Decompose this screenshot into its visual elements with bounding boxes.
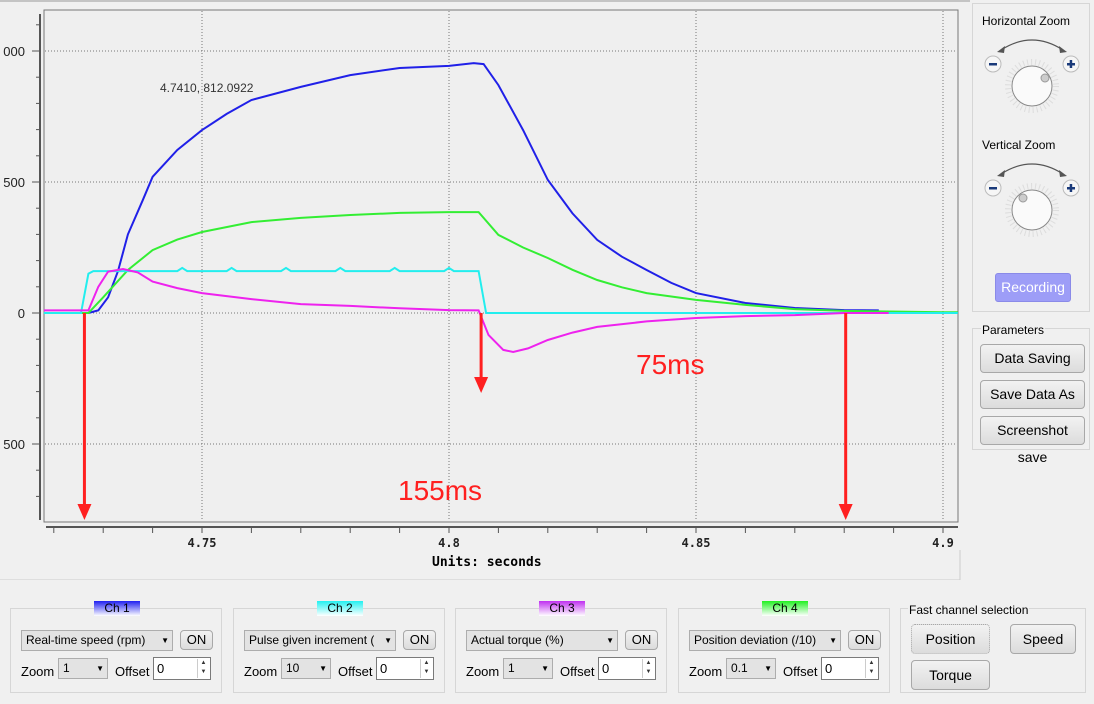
recording-button[interactable]: Recording [995, 273, 1071, 302]
channel-tag: Ch 4 [762, 601, 808, 616]
save-data-as-button[interactable]: Save Data As [980, 380, 1085, 409]
parameters-group: Parameters Data Saving Save Data As Scre… [972, 323, 1090, 465]
fast-channel-title: Fast channel selection [908, 603, 1030, 617]
series-line-ch2 [43, 266, 958, 314]
channel-signal-select[interactable]: Pulse given increment ( ▼ [244, 630, 396, 651]
offset-label: Offset [338, 664, 373, 679]
offset-label: Offset [560, 664, 595, 679]
channel-on-button[interactable]: ON [180, 630, 213, 650]
x-tick-label: 4.75 [188, 536, 217, 550]
marker-arrowhead [77, 504, 92, 520]
position-button[interactable]: Position [911, 624, 990, 654]
channel-on-button[interactable]: ON [403, 630, 436, 650]
oscilloscope-chart[interactable]: 4.75 4.8 4.85 4.9 000 500 0 500 4.7410, 812.092… [0, 0, 970, 580]
y-tick-label: 0 [18, 306, 25, 321]
channel-offset-input[interactable]: 0 ▲ ▼ [376, 657, 434, 680]
offset-value: 0 [380, 661, 388, 676]
channel-group-3: Ch 3 Actual torque (%) ▼ ON Zoom 1 ▼ Offse… [455, 601, 667, 693]
series-line-ch3 [43, 267, 889, 354]
chevron-down-icon: ▼ [829, 636, 837, 645]
channel-group-1: Ch 1 Real-time speed (rpm) ▼ ON Zoom 1 ▼ O… [10, 601, 222, 693]
plot-area [43, 9, 959, 523]
zoom-value: 1 [63, 661, 70, 675]
marker-arrowhead [474, 377, 489, 393]
chevron-down-icon: ▼ [96, 664, 104, 673]
spinner-arrows-icon[interactable]: ▲ ▼ [420, 659, 432, 678]
zoom-value: 0.1 [731, 661, 748, 675]
channel-on-button[interactable]: ON [625, 630, 658, 650]
offset-value: 0 [825, 661, 833, 676]
channel-group-2: Ch 2 Pulse given increment ( ▼ ON Zoom 10… [233, 601, 445, 693]
cursor-readout: 4.7410, 812.0922 [160, 81, 254, 95]
channel-zoom-select[interactable]: 1 ▼ [58, 658, 108, 679]
chevron-down-icon: ▼ [764, 664, 772, 673]
channel-signal-select[interactable]: Real-time speed (rpm) ▼ [21, 630, 173, 651]
chevron-down-icon: ▼ [541, 664, 549, 673]
channel-tag: Ch 1 [94, 601, 140, 616]
channel-group-4: Ch 4 Position deviation (/10) ▼ ON Zoom 0… [678, 601, 890, 693]
zoom-label: Zoom [21, 664, 55, 679]
x-tick-label: 4.9 [932, 536, 954, 550]
chevron-down-icon: ▼ [161, 636, 169, 645]
channel-zoom-select[interactable]: 1 ▼ [503, 658, 553, 679]
zoom-label: Zoom [466, 664, 500, 679]
zoom-value: 10 [286, 661, 300, 675]
parameters-title: Parameters [981, 323, 1046, 337]
chevron-down-icon: ▼ [319, 664, 327, 673]
data-saving-button[interactable]: Data Saving [980, 344, 1085, 373]
chevron-down-icon: ▼ [384, 636, 392, 645]
annotation-75ms: 75ms [636, 349, 704, 380]
chevron-down-icon: ▼ [606, 636, 614, 645]
zoom-label: Zoom [689, 664, 723, 679]
offset-value: 0 [602, 661, 610, 676]
channel-offset-input[interactable]: 0 ▲ ▼ [821, 657, 879, 680]
zoom-value: 1 [508, 661, 515, 675]
signal-value: Position deviation (/10) [694, 633, 817, 647]
channel-tag: Ch 3 [539, 601, 585, 616]
signal-value: Actual torque (%) [471, 633, 564, 647]
offset-value: 0 [157, 661, 165, 676]
series-line-ch1 [43, 62, 879, 314]
offset-label: Offset [783, 664, 818, 679]
speed-button[interactable]: Speed [1010, 624, 1076, 654]
channel-zoom-select[interactable]: 0.1 ▼ [726, 658, 776, 679]
x-tick-label: 4.8 [438, 536, 460, 550]
marker-arrowhead [838, 504, 853, 520]
signal-value: Real-time speed (rpm) [26, 633, 146, 647]
signal-value: Pulse given increment ( [249, 633, 375, 647]
fast-channel-group: Fast channel selection Position Speed To… [900, 603, 1086, 693]
series-line-ch4 [43, 211, 958, 314]
vertical-zoom-label: Vertical Zoom [982, 138, 1056, 152]
torque-button[interactable]: Torque [911, 660, 990, 690]
vertical-zoom-knob[interactable] [973, 158, 1091, 238]
screenshot-save-button[interactable]: Screenshot save [980, 416, 1085, 465]
horizontal-zoom-label: Horizontal Zoom [982, 14, 1071, 28]
channel-tag: Ch 2 [317, 601, 363, 616]
annotation-155ms: 155ms [398, 475, 482, 506]
channel-offset-input[interactable]: 0 ▲ ▼ [153, 657, 211, 680]
y-tick-label: 000 [3, 44, 25, 59]
channel-signal-select[interactable]: Position deviation (/10) ▼ [689, 630, 841, 651]
channel-signal-select[interactable]: Actual torque (%) ▼ [466, 630, 618, 651]
zoom-label: Zoom [244, 664, 278, 679]
spinner-arrows-icon[interactable]: ▲ ▼ [865, 659, 877, 678]
channel-offset-input[interactable]: 0 ▲ ▼ [598, 657, 656, 680]
y-tick-label: 500 [3, 175, 25, 190]
y-tick-label: 500 [3, 437, 25, 452]
zoom-panel: Horizontal Zoom Vertical Zoom Recording [972, 3, 1090, 312]
channel-on-button[interactable]: ON [848, 630, 881, 650]
spinner-arrows-icon[interactable]: ▲ ▼ [642, 659, 654, 678]
offset-label: Offset [115, 664, 150, 679]
x-axis-label: Units: seconds [432, 555, 542, 570]
spinner-arrows-icon[interactable]: ▲ ▼ [197, 659, 209, 678]
channel-zoom-select[interactable]: 10 ▼ [281, 658, 331, 679]
x-tick-label: 4.85 [682, 536, 711, 550]
horizontal-zoom-knob[interactable] [973, 34, 1091, 114]
